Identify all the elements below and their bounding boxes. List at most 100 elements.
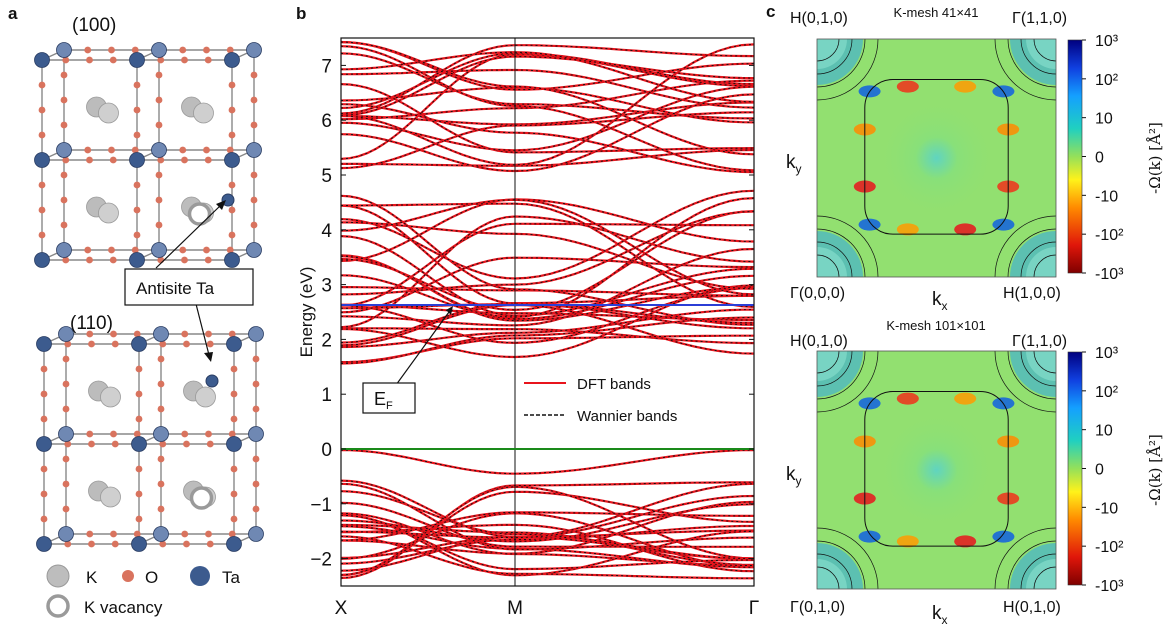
xtick-gamma: Γ: [749, 598, 759, 619]
colorbar-bottom: [1067, 351, 1083, 586]
o-atom: [38, 81, 46, 89]
o-atom: [228, 181, 236, 189]
curvature-hotspot: [858, 85, 881, 98]
legend-k-label: K: [86, 568, 98, 587]
map-background: [817, 351, 1056, 589]
wannier-band: [341, 44, 754, 114]
map-center-glow: [876, 98, 997, 218]
dft-band: [341, 327, 754, 345]
ta-atom: [246, 142, 262, 158]
o-atom: [108, 246, 115, 254]
dft-band: [341, 221, 754, 290]
o-atom: [40, 365, 48, 373]
o-atom: [133, 206, 141, 214]
fermi-contour: [994, 527, 1056, 589]
o-atom: [252, 380, 260, 388]
corner-blue-lobe: [817, 351, 863, 397]
o-atom: [157, 455, 165, 463]
o-atom: [60, 221, 68, 229]
wannier-band: [341, 295, 754, 344]
corner-core: [817, 351, 847, 381]
dft-band: [341, 511, 754, 542]
o-atom: [111, 440, 119, 448]
o-atom: [110, 430, 117, 438]
o-atom: [205, 530, 212, 538]
wannier-band: [341, 83, 754, 153]
ta-atom: [226, 436, 242, 452]
corner-blue-lobe: [817, 543, 863, 589]
ta-atom: [129, 52, 145, 68]
callout-arrow-bottom: [195, 303, 210, 356]
wannier-band: [341, 210, 754, 311]
map-top-frame: [816, 38, 1057, 278]
o-atom: [230, 415, 238, 423]
o-atom: [38, 131, 46, 139]
fermi-contour: [1020, 351, 1056, 387]
fermi-contour: [1020, 553, 1056, 589]
ta-atom: [56, 142, 72, 158]
ta-atom: [153, 526, 169, 542]
o-atom: [108, 46, 115, 54]
wannier-band: [341, 69, 754, 109]
wannier-band: [341, 211, 754, 295]
wannier-band: [341, 257, 754, 313]
o-atom: [155, 96, 163, 104]
o-atom: [109, 156, 117, 164]
fermi-contour: [817, 39, 840, 62]
dft-band: [341, 210, 754, 312]
dft-band: [341, 303, 754, 330]
dft-band: [341, 68, 754, 109]
o-atom: [206, 340, 214, 348]
dft-band: [341, 198, 754, 262]
o-atom: [250, 221, 258, 229]
wannier-band: [341, 221, 754, 290]
o-atom: [230, 490, 238, 498]
wannier-band: [341, 255, 754, 320]
fermi-contour: [1020, 241, 1056, 277]
ta-atom: [131, 536, 147, 552]
ytick-label: −2: [310, 550, 332, 571]
o-atom: [252, 405, 260, 413]
curvature-hotspot: [997, 180, 1020, 193]
berry-map-41: [817, 39, 1056, 277]
wannier-band: [341, 514, 754, 576]
colorbar-top: [1067, 39, 1083, 274]
dft-band: [341, 83, 754, 154]
colorbar-tick-label: 0: [1095, 150, 1104, 167]
o-atom: [133, 530, 141, 538]
curvature-hotspot: [954, 392, 977, 405]
fermi-contour: [817, 351, 853, 387]
o-atom: [203, 46, 210, 54]
o-atom: [206, 540, 214, 548]
dft-band: [341, 101, 754, 126]
corner-blue-lobe: [1010, 39, 1056, 85]
ta-atom: [131, 436, 147, 452]
o-atom: [40, 415, 48, 423]
o-atom: [60, 196, 68, 204]
o-atom: [84, 46, 92, 54]
o-atom: [40, 390, 48, 398]
dft-band: [341, 202, 754, 308]
panel-b-label: b: [296, 4, 307, 23]
wannier-band: [341, 53, 754, 160]
o-atom: [183, 540, 190, 548]
ytick-label: 4: [321, 221, 332, 242]
o-atom: [181, 330, 189, 338]
wannier-band: [341, 111, 754, 169]
wannier-band: [341, 93, 754, 172]
ta-atom: [226, 536, 242, 552]
map-center-glow: [876, 410, 997, 530]
ta-atom: [151, 242, 167, 258]
colorbar-tick-label: -10²: [1095, 227, 1124, 244]
wannier-band: [341, 524, 754, 572]
dft-band: [341, 197, 754, 319]
o-atom: [40, 515, 48, 523]
callout-text: Antisite Ta: [136, 279, 215, 298]
wannier-band: [341, 103, 754, 173]
o-atom: [135, 465, 143, 473]
colorbar-tick-label: 10²: [1095, 72, 1119, 89]
ta-atom: [248, 426, 264, 442]
wannier-band: [341, 491, 754, 576]
curvature-hotspot: [954, 223, 977, 236]
ytick-label: −1: [310, 495, 332, 516]
